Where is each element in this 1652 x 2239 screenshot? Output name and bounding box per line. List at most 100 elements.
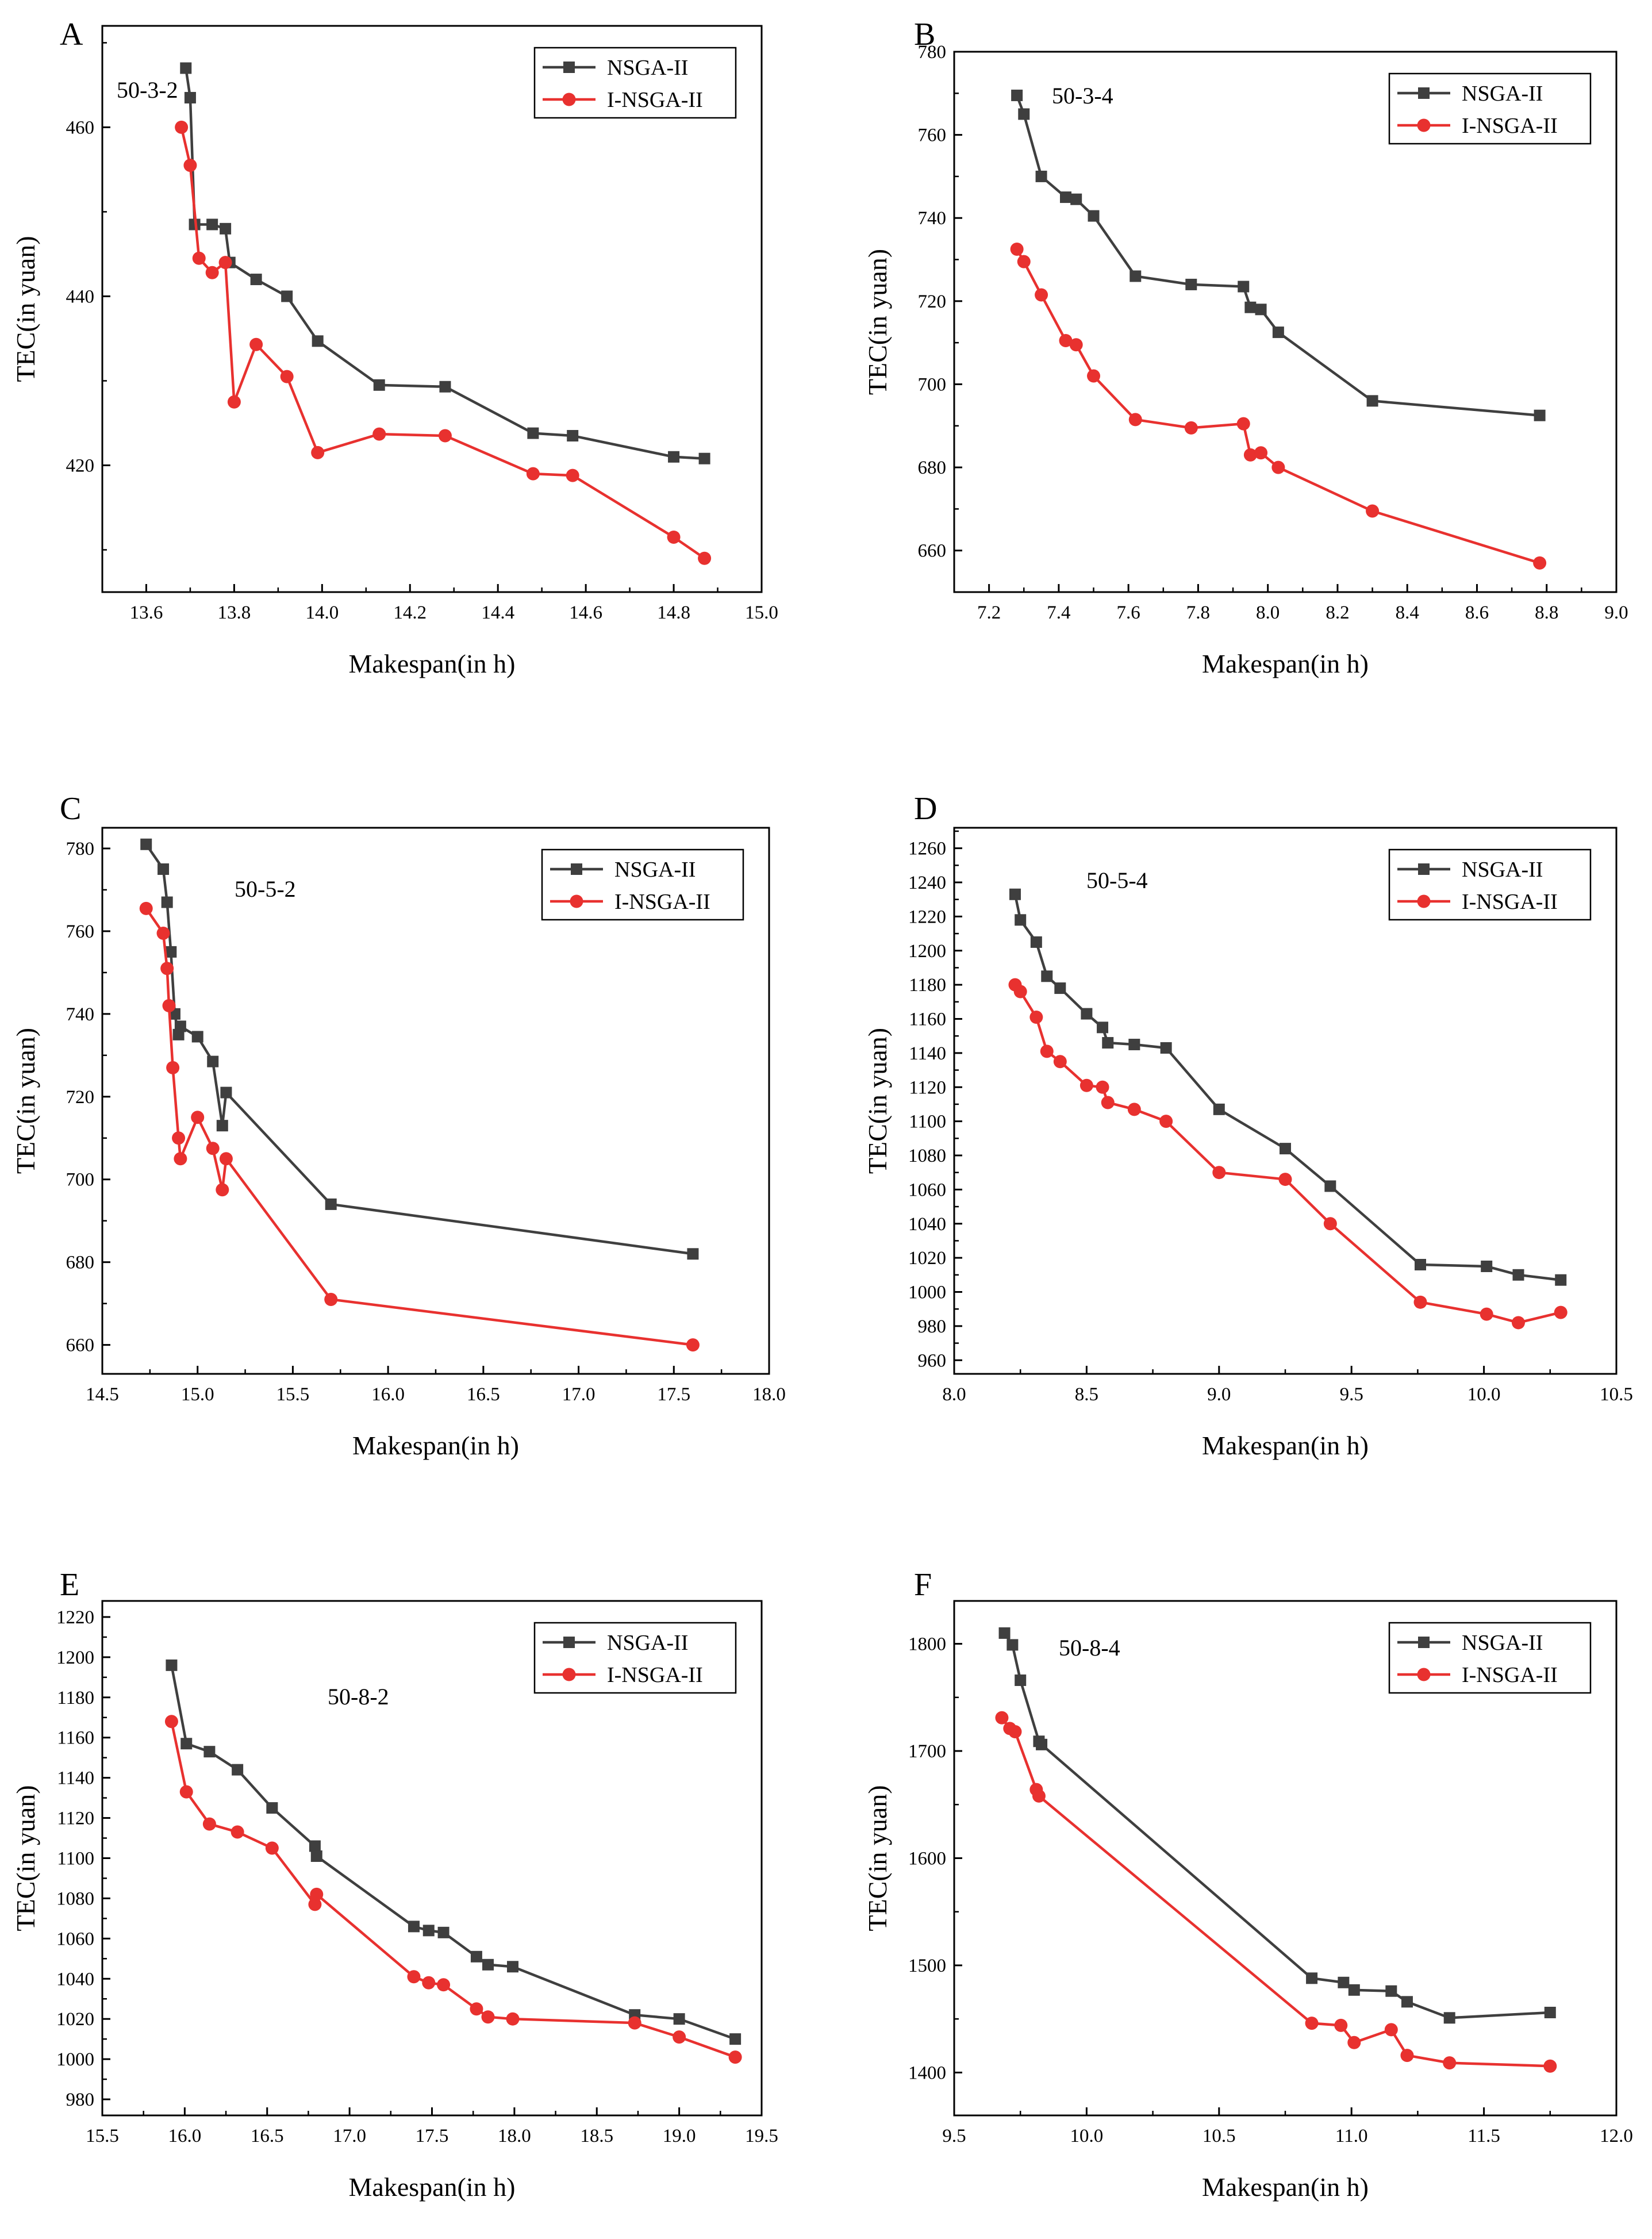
series-line [145, 908, 693, 1346]
x-tick-label: 11.5 [1467, 2126, 1500, 2146]
data-point [311, 446, 325, 459]
data-point [1127, 1103, 1141, 1116]
x-tick-label: 8.0 [942, 1384, 966, 1405]
x-tick-label: 7.6 [1117, 602, 1140, 623]
data-point [1010, 242, 1024, 256]
data-point [1041, 970, 1053, 982]
legend-label-i-nsga-ii: I-NSGA-II [614, 890, 710, 914]
y-tick-label: 1000 [56, 2049, 94, 2070]
legend-box [1388, 72, 1592, 145]
data-point [437, 1926, 450, 1938]
chart-panel-c: C 14.5 15.0 15.5 16.0 16.5 17.0 17.5 18.0 660 680 7… [11, 791, 786, 1460]
data-point [308, 1898, 322, 1911]
y-axis-title: TEC(in yuan) [11, 236, 40, 382]
data-point [507, 1961, 519, 1973]
x-tick-label: 15.5 [86, 2126, 119, 2146]
y-tick-label: 680 [66, 1253, 95, 1273]
x-tick-label: 14.6 [569, 602, 602, 623]
data-point [179, 1785, 193, 1799]
data-point [174, 1020, 186, 1032]
x-tick-label: 14.5 [86, 1384, 119, 1405]
y-tick-label: 1040 [56, 1969, 94, 1990]
data-point [1013, 985, 1027, 998]
data-point [324, 1292, 338, 1306]
y-tick-label: 1140 [57, 1768, 94, 1789]
data-point [1054, 982, 1066, 994]
data-point [1030, 936, 1042, 948]
data-point [1017, 255, 1031, 268]
data-point [312, 335, 324, 347]
data-point [1015, 914, 1027, 926]
data-point [140, 838, 152, 850]
y-tick-label: 1080 [56, 1888, 94, 1909]
data-point [1244, 301, 1257, 313]
data-point [1059, 334, 1073, 348]
x-tick-label: 13.6 [130, 602, 163, 623]
data-point [232, 1764, 244, 1776]
data-point [1053, 1055, 1067, 1069]
data-point [206, 218, 218, 231]
data-point [162, 998, 176, 1012]
data-point [481, 2010, 495, 2024]
series-nsga-ii [1009, 888, 1567, 1286]
legend-label-nsga-ii: NSGA-II [1462, 82, 1543, 106]
data-point [408, 1921, 420, 1933]
series-i-nsga-ii [175, 120, 712, 565]
x-axis-title: Makespan(in h) [349, 2172, 516, 2202]
y-tick-label: 1100 [909, 1112, 946, 1132]
data-point [1534, 409, 1546, 421]
y-tick-label: 1060 [56, 1929, 94, 1949]
legend: NSGA-II I-NSGA-II [541, 848, 744, 921]
y-tick-label: 760 [918, 125, 947, 146]
data-point [687, 1248, 699, 1260]
panel-label: D [914, 791, 937, 827]
data-point [673, 2030, 686, 2044]
y-tick-label: 960 [918, 1350, 947, 1371]
data-point [728, 2050, 742, 2064]
data-point [175, 120, 189, 134]
x-tick-label: 8.8 [1535, 602, 1558, 623]
data-point [1096, 1080, 1109, 1094]
series-nsga-ii [166, 1659, 742, 2045]
panel-label: F [914, 1567, 932, 1603]
data-point [1102, 1037, 1114, 1049]
plot-frame [101, 25, 763, 593]
x-tick-label: 14.2 [393, 602, 427, 623]
data-point [482, 1958, 494, 1971]
y-tick-label: 660 [66, 1335, 95, 1356]
legend: NSGA-II I-NSGA-II [533, 1622, 737, 1694]
y-axis-title: TEC(in yuan) [11, 1028, 40, 1174]
data-point [1338, 1976, 1350, 1988]
data-point [1129, 270, 1142, 282]
y-tick-label: 700 [66, 1170, 95, 1190]
data-point [325, 1198, 337, 1210]
data-point [192, 251, 206, 265]
y-tick-label: 1600 [908, 1849, 946, 1869]
x-tick-label: 18.0 [752, 1384, 786, 1405]
data-point [1128, 1039, 1140, 1051]
data-point [139, 901, 153, 915]
x-tick-label: 10.5 [1600, 1384, 1633, 1405]
data-point [1015, 1674, 1027, 1686]
chart-panel-f: F 9.5 10.0 10.5 11.0 11.5 12.0 1400 1500 1600 1700… [863, 1567, 1633, 2202]
data-point [280, 370, 294, 383]
y-tick-label: 1180 [909, 975, 946, 996]
y-tick-label: 1060 [908, 1180, 946, 1200]
data-point [1543, 2059, 1557, 2073]
data-point [470, 2002, 483, 2016]
data-point [1254, 446, 1268, 460]
data-point [667, 530, 681, 544]
x-tick-label: 15.5 [276, 1384, 310, 1405]
y-axis-title: TEC(in yuan) [863, 1028, 892, 1174]
legend-label-nsga-ii: NSGA-II [607, 56, 688, 80]
legend-marker-nsga-ii [1418, 1637, 1430, 1648]
data-point [1009, 888, 1021, 900]
x-tick-label: 12.0 [1600, 2126, 1633, 2146]
y-axis-title: TEC(in yuan) [863, 1785, 892, 1931]
data-point [407, 1970, 421, 1984]
data-point [422, 1925, 435, 1937]
x-tick-label: 13.8 [218, 602, 251, 623]
data-point [1097, 1021, 1109, 1034]
legend-label-nsga-ii: NSGA-II [607, 1631, 688, 1655]
